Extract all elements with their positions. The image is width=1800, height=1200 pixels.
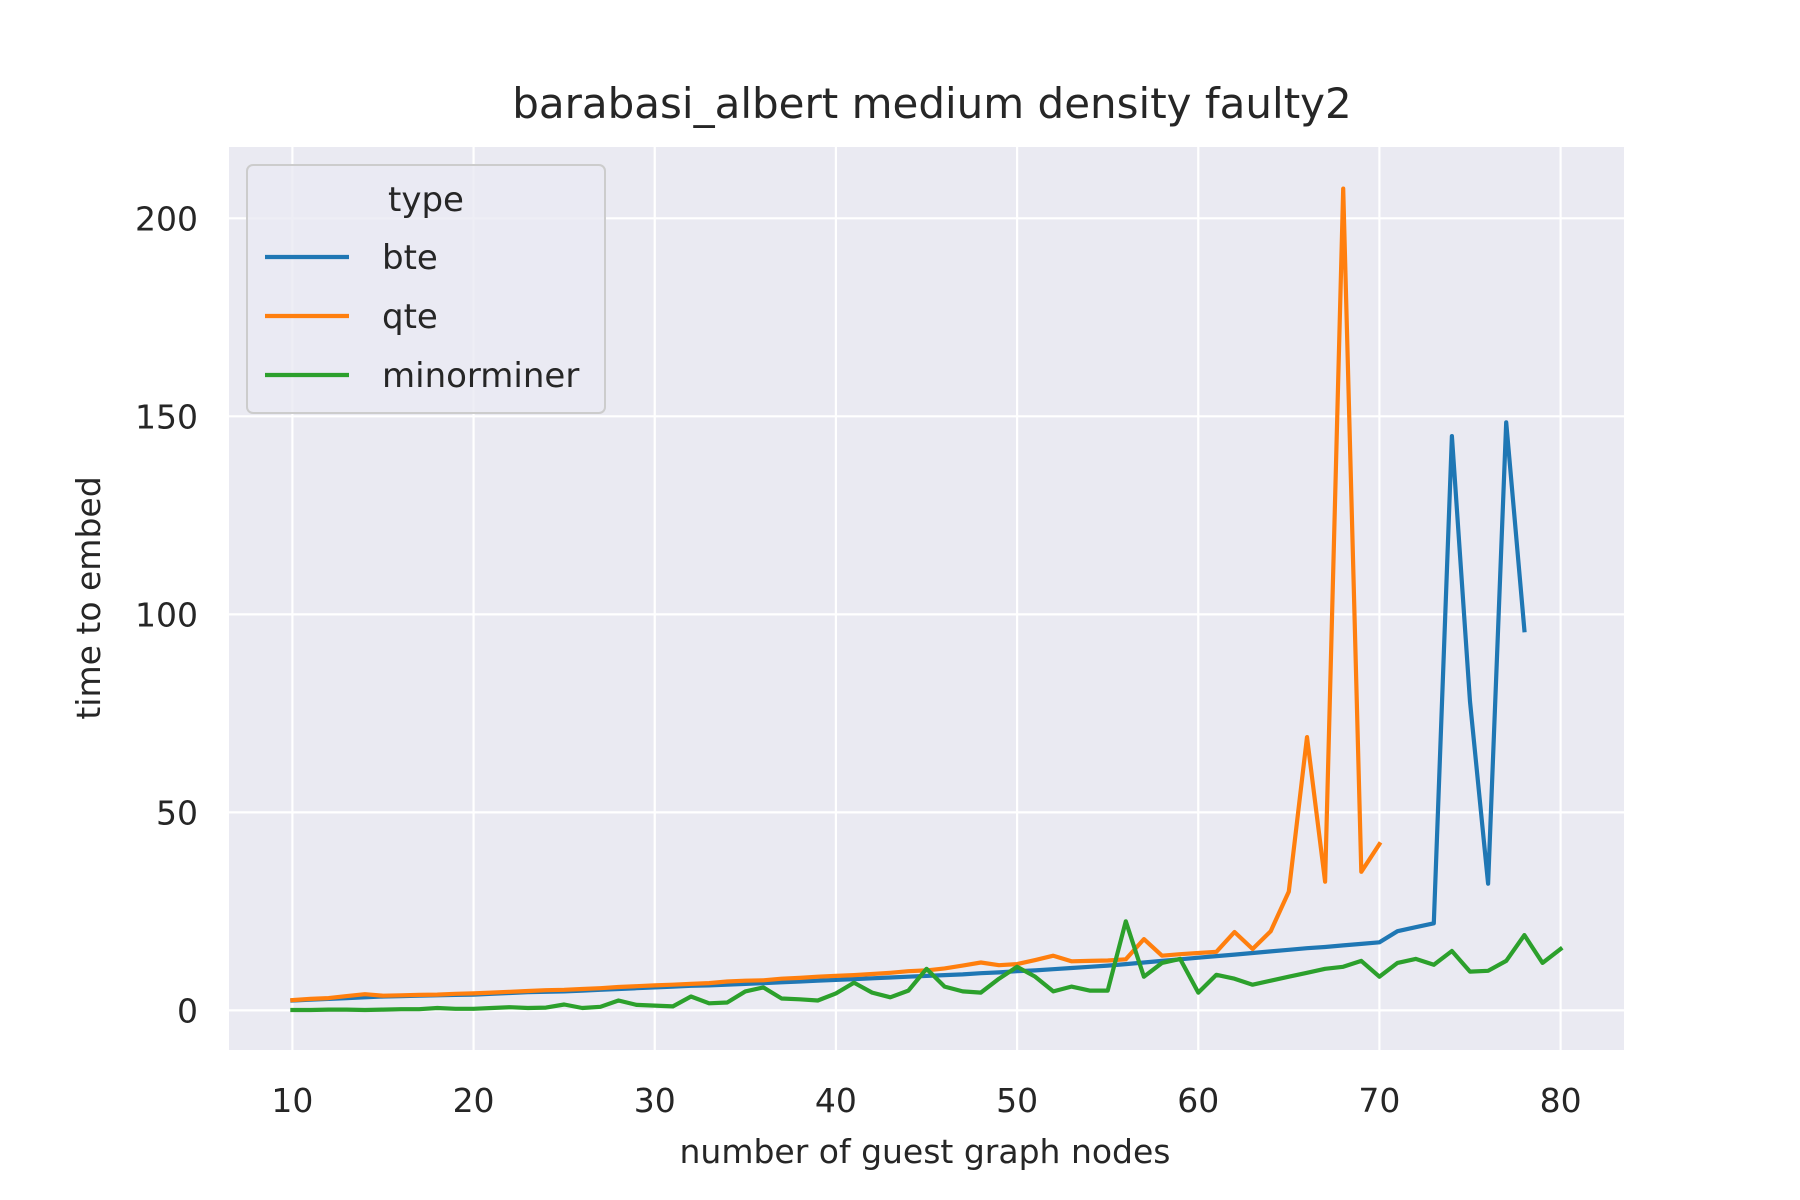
legend-box: [246, 164, 606, 414]
y-tick-label: 0: [177, 991, 198, 1030]
x-tick-label: 60: [1177, 1081, 1219, 1120]
x-tick-label: 40: [815, 1081, 857, 1120]
x-tick-label: 10: [271, 1081, 313, 1120]
y-tick-labels: 0 50 100 150 200: [135, 199, 198, 1030]
y-tick-label: 200: [135, 199, 198, 238]
series-line-minorminer: [290, 919, 1564, 1013]
series-line-qte: [290, 186, 1383, 1003]
legend-label-qte: qte: [382, 297, 438, 337]
legend-title: type: [388, 180, 464, 220]
y-tick-label: 50: [156, 793, 198, 832]
legend: type bte qte minorminer: [246, 164, 606, 414]
x-tick-label: 30: [634, 1081, 676, 1120]
x-tick-label: 80: [1540, 1081, 1582, 1120]
legend-label-minorminer: minorminer: [382, 356, 579, 396]
y-tick-label: 150: [135, 397, 198, 436]
y-axis-label: time to embed: [69, 476, 108, 719]
legend-label-bte: bte: [382, 238, 438, 278]
x-tick-label: 50: [996, 1081, 1038, 1120]
y-tick-label: 100: [135, 595, 198, 634]
x-axis-label: number of guest graph nodes: [679, 1132, 1170, 1171]
x-tick-label: 20: [453, 1081, 495, 1120]
x-tick-labels: 10 20 30 40 50 60 70 80: [271, 1081, 1581, 1120]
series-lines: [290, 186, 1564, 1013]
chart-title: barabasi_albert medium density faulty2: [512, 79, 1352, 128]
x-tick-label: 70: [1358, 1081, 1400, 1120]
